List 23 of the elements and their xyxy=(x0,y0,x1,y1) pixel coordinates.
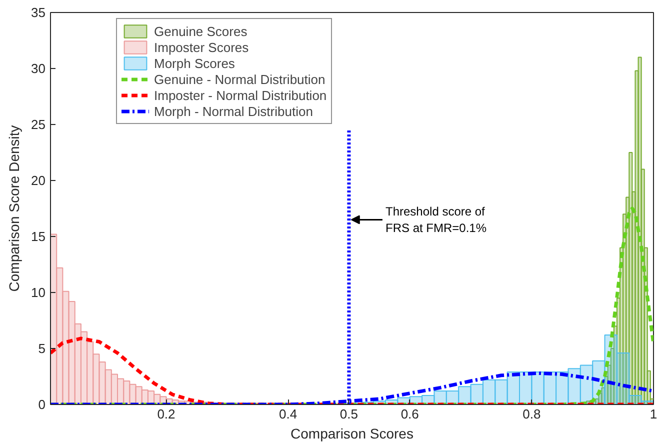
x-tick-label: 0.2 xyxy=(157,406,176,422)
y-tick-label: 20 xyxy=(31,173,46,188)
x-tick-label: 0.5 xyxy=(340,406,358,422)
legend-label: Morph Scores xyxy=(154,55,235,71)
x-axis-title: Comparison Scores xyxy=(290,426,414,442)
x-tick-label: 0.6 xyxy=(400,406,419,422)
x-tick-label: 0.8 xyxy=(522,406,541,422)
legend-label: Imposter - Normal Distribution xyxy=(154,87,327,103)
y-tick-label: 0 xyxy=(38,397,46,412)
y-tick-label: 10 xyxy=(31,285,46,300)
legend-label: Morph - Normal Distribution xyxy=(154,103,313,119)
x-tick-label: 1 xyxy=(650,406,657,422)
x-tick-label: 0.4 xyxy=(279,406,298,422)
annotation: Threshold score of FRS at FMR=0.1% xyxy=(386,204,487,236)
y-axis-title: Comparison Score Density xyxy=(6,125,22,292)
legend-label: Imposter Scores xyxy=(154,39,249,55)
y-tick-label: 25 xyxy=(31,117,46,132)
y-tick-label: 35 xyxy=(31,5,46,20)
legend-label: Genuine Scores xyxy=(154,23,248,39)
y-tick-label: 15 xyxy=(31,229,46,244)
legend-label: Genuine - Normal Distribution xyxy=(154,71,326,87)
y-tick-label: 30 xyxy=(31,61,46,76)
y-tick-label: 5 xyxy=(38,341,46,356)
